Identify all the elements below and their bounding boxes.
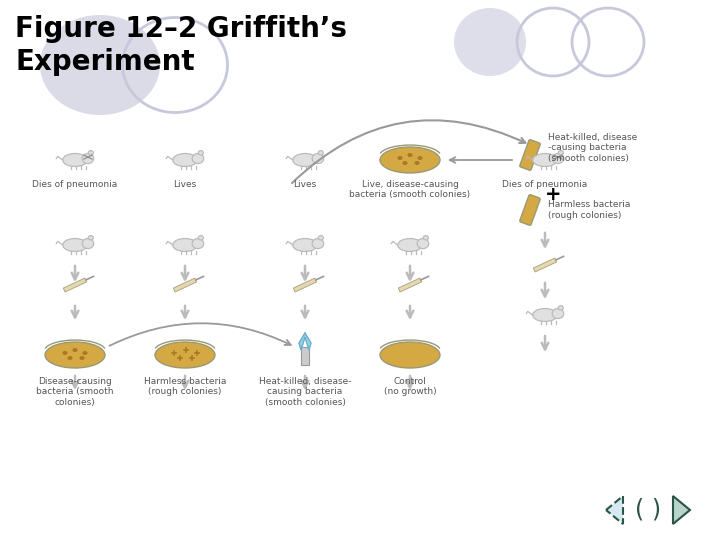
- Ellipse shape: [318, 151, 323, 155]
- Ellipse shape: [293, 153, 318, 166]
- Ellipse shape: [45, 342, 105, 368]
- Text: Control
(no growth): Control (no growth): [384, 377, 436, 396]
- Text: Harmless bacteria
(rough colonies): Harmless bacteria (rough colonies): [548, 200, 631, 220]
- Text: Live, disease-causing
bacteria (smooth colonies): Live, disease-causing bacteria (smooth c…: [349, 180, 471, 199]
- Text: ): ): [652, 498, 660, 522]
- Ellipse shape: [415, 161, 420, 165]
- Polygon shape: [299, 333, 311, 350]
- Ellipse shape: [293, 239, 318, 252]
- Text: Heat-killed, disease
-causing bacteria
(smooth colonies): Heat-killed, disease -causing bacteria (…: [548, 133, 637, 163]
- Ellipse shape: [173, 239, 197, 252]
- Ellipse shape: [380, 342, 440, 368]
- FancyBboxPatch shape: [520, 140, 540, 170]
- Ellipse shape: [312, 153, 324, 164]
- Ellipse shape: [82, 239, 94, 248]
- Text: (: (: [636, 498, 644, 522]
- Text: +: +: [545, 186, 562, 205]
- Ellipse shape: [89, 151, 94, 155]
- Ellipse shape: [397, 239, 422, 252]
- Ellipse shape: [192, 239, 204, 248]
- Text: Heat-killed, disease-
causing bacteria
(smooth colonies): Heat-killed, disease- causing bacteria (…: [258, 377, 351, 407]
- Ellipse shape: [380, 147, 440, 173]
- Ellipse shape: [40, 15, 160, 115]
- Ellipse shape: [318, 235, 323, 240]
- Ellipse shape: [63, 351, 68, 355]
- Text: Lives: Lives: [174, 180, 197, 189]
- Ellipse shape: [198, 235, 203, 240]
- Ellipse shape: [83, 351, 88, 355]
- Ellipse shape: [533, 308, 557, 321]
- Ellipse shape: [423, 235, 428, 240]
- Ellipse shape: [402, 161, 408, 165]
- Text: Disease-causing
bacteria (smooth
colonies): Disease-causing bacteria (smooth colonie…: [36, 377, 114, 407]
- Text: Figure 12–2 Griffith’s
Experiment: Figure 12–2 Griffith’s Experiment: [15, 15, 347, 77]
- Ellipse shape: [552, 308, 564, 319]
- Text: Dies of pneumonia: Dies of pneumonia: [503, 180, 588, 189]
- Polygon shape: [673, 496, 690, 524]
- Text: Lives: Lives: [293, 180, 317, 189]
- Ellipse shape: [73, 348, 78, 352]
- Ellipse shape: [63, 153, 87, 166]
- Bar: [174, 278, 197, 292]
- Ellipse shape: [418, 156, 423, 160]
- Bar: [534, 258, 557, 272]
- Ellipse shape: [89, 235, 94, 240]
- Bar: [398, 278, 422, 292]
- Ellipse shape: [63, 239, 87, 252]
- Ellipse shape: [312, 239, 324, 248]
- Text: Harmless bacteria
(rough colonies): Harmless bacteria (rough colonies): [144, 377, 226, 396]
- Ellipse shape: [79, 356, 84, 360]
- Ellipse shape: [198, 151, 203, 155]
- Ellipse shape: [533, 153, 557, 166]
- FancyBboxPatch shape: [520, 195, 540, 225]
- Ellipse shape: [173, 153, 197, 166]
- Ellipse shape: [454, 8, 526, 76]
- Bar: [293, 278, 317, 292]
- Ellipse shape: [68, 356, 73, 360]
- Ellipse shape: [558, 306, 563, 310]
- Ellipse shape: [397, 156, 402, 160]
- Ellipse shape: [155, 342, 215, 368]
- Ellipse shape: [408, 153, 413, 157]
- Polygon shape: [606, 496, 623, 524]
- Text: Dies of pneumonia: Dies of pneumonia: [32, 180, 117, 189]
- Bar: [301, 347, 309, 365]
- Ellipse shape: [192, 153, 204, 164]
- Ellipse shape: [82, 153, 94, 164]
- Ellipse shape: [417, 239, 428, 248]
- Ellipse shape: [552, 153, 564, 164]
- Bar: [63, 278, 86, 292]
- Ellipse shape: [558, 151, 563, 155]
